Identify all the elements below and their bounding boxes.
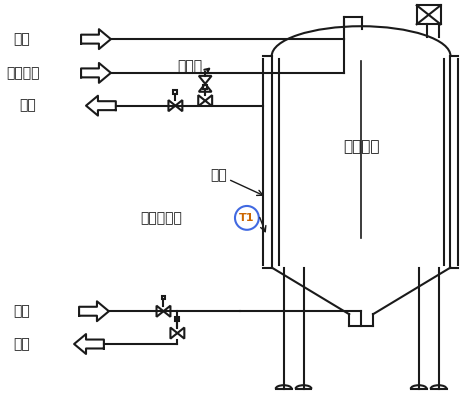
Bar — [173, 90, 177, 94]
Text: 排污: 排污 — [14, 337, 30, 351]
Text: 温度传感器: 温度传感器 — [141, 211, 183, 225]
Bar — [203, 85, 207, 89]
Text: 蒸汽: 蒸汽 — [14, 32, 30, 46]
Text: 夹套: 夹套 — [210, 168, 227, 182]
Text: 冷媒: 冷媒 — [14, 304, 30, 318]
Text: 安全阀: 安全阀 — [178, 59, 203, 73]
Bar — [162, 295, 165, 299]
Text: 冷媒: 冷媒 — [20, 99, 36, 113]
Text: 罐类设备: 罐类设备 — [343, 139, 379, 154]
Bar — [176, 318, 179, 321]
Text: T1: T1 — [239, 213, 254, 223]
Text: 压缩空气: 压缩空气 — [7, 66, 40, 80]
